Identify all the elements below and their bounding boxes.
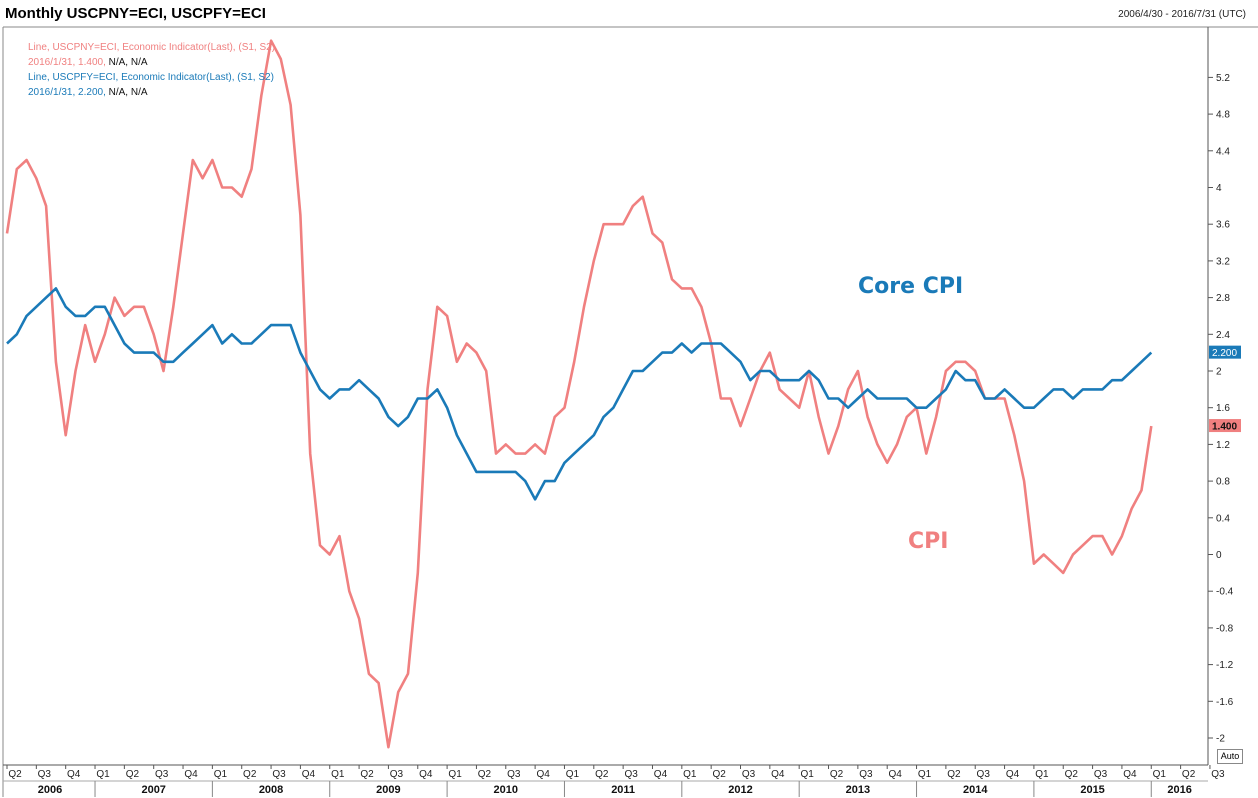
- year-label: 2009: [376, 784, 400, 796]
- quarter-label: Q4: [184, 769, 198, 780]
- series-line-core-cpi: [6, 287, 1153, 501]
- y-tick-label: 1.6: [1216, 403, 1230, 414]
- y-tick-label: 3.2: [1216, 256, 1230, 267]
- quarter-label: Q4: [1006, 769, 1020, 780]
- quarter-label: Q4: [302, 769, 316, 780]
- quarter-label: Q3: [390, 769, 404, 780]
- quarter-label: Q1: [683, 769, 697, 780]
- quarter-label: Q2: [712, 769, 726, 780]
- date-range: 2006/4/30 - 2016/7/31 (UTC): [1118, 9, 1246, 20]
- quarter-label: Q1: [801, 769, 815, 780]
- quarter-label: Q2: [595, 769, 609, 780]
- year-label: 2014: [963, 784, 988, 796]
- quarter-label: Q2: [1065, 769, 1079, 780]
- quarter-label: Q4: [654, 769, 668, 780]
- year-label: 2008: [259, 784, 283, 796]
- auto-scale-button[interactable]: Auto: [1217, 749, 1243, 764]
- year-label: 2016: [1167, 784, 1191, 796]
- quarter-label: Q1: [96, 769, 110, 780]
- legend-core-line: Line, USCPFY=ECI, Economic Indicator(Las…: [28, 72, 274, 83]
- y-tick-label: 3.6: [1216, 220, 1230, 231]
- quarter-label: Q1: [1153, 769, 1167, 780]
- quarter-label: Q3: [1094, 769, 1108, 780]
- quarter-label: Q2: [947, 769, 961, 780]
- year-label: 2010: [494, 784, 518, 796]
- y-tick-label: -2: [1216, 734, 1225, 745]
- series-layer: [5, 39, 1153, 749]
- y-tick-label: 4.8: [1216, 110, 1230, 121]
- legend-cpi-value: 2016/1/31, 1.400, N/A, N/A: [28, 57, 148, 68]
- last-value-badge: [1209, 345, 1241, 359]
- last-value-text: 1.400: [1212, 422, 1237, 433]
- x-axis: Q2 Q3 Q4 Q1 Q2 Q3 Q4 Q1 Q2 Q3 Q4 Q1 Q2 Q3 Q4 Q1 Q2 Q3 Q4 Q1…: [6, 765, 1225, 797]
- y-tick-label: 5.2: [1216, 73, 1230, 84]
- quarter-label: Q1: [566, 769, 580, 780]
- year-label: 2012: [728, 784, 752, 796]
- quarter-label: Q2: [1182, 769, 1196, 780]
- quarter-label: Q3: [155, 769, 169, 780]
- quarter-label: Q2: [243, 769, 257, 780]
- quarter-label: Q3: [977, 769, 991, 780]
- quarter-label: Q3: [742, 769, 756, 780]
- year-label: 2015: [1080, 784, 1104, 796]
- quarter-label: Q2: [478, 769, 492, 780]
- quarter-label: Q3: [1211, 769, 1225, 780]
- quarter-label: Q4: [536, 769, 550, 780]
- quarter-label: Q1: [1035, 769, 1049, 780]
- quarter-label: Q1: [331, 769, 345, 780]
- y-axis: -2 -1.6 -1.2 -0.8 -0.4 0 0.4 0.8 1.2 1.6 2 2.4 2.8 3.…: [1208, 73, 1234, 745]
- quarter-label: Q2: [360, 769, 374, 780]
- annotation-core-cpi: Core CPI: [858, 274, 963, 299]
- y-tick-label: -1.2: [1216, 660, 1234, 671]
- quarter-label: Q1: [448, 769, 462, 780]
- y-tick-label: 4: [1216, 183, 1222, 194]
- y-tick-label: 2: [1216, 367, 1222, 378]
- last-value-badge: [1209, 419, 1241, 433]
- y-tick-label: -1.6: [1216, 697, 1234, 708]
- quarter-label: Q3: [507, 769, 521, 780]
- y-tick-label: 4.4: [1216, 146, 1230, 157]
- last-value-text: 2.200: [1212, 348, 1237, 359]
- chart-title: Monthly USCPNY=ECI, USCPFY=ECI: [5, 5, 266, 22]
- quarter-label: Q3: [624, 769, 638, 780]
- y-tick-label: 2.8: [1216, 293, 1230, 304]
- y-tick-label: 2.4: [1216, 330, 1230, 341]
- legend: Line, USCPNY=ECI, Economic Indicator(Las…: [28, 42, 275, 98]
- year-label: 2007: [141, 784, 165, 796]
- y-tick-label: 0.8: [1216, 477, 1230, 488]
- y-tick-label: -0.8: [1216, 623, 1234, 634]
- quarter-label: Q3: [38, 769, 52, 780]
- quarter-label: Q3: [272, 769, 286, 780]
- last-value-badges: 1.400 2.200: [1209, 345, 1241, 433]
- legend-cpi-line: Line, USCPNY=ECI, Economic Indicator(Las…: [28, 42, 275, 53]
- y-tick-label: -0.4: [1216, 587, 1234, 598]
- quarter-label: Q4: [889, 769, 903, 780]
- quarter-label: Q1: [214, 769, 228, 780]
- series-line-cpi: [5, 39, 1153, 749]
- year-label: 2006: [38, 784, 62, 796]
- y-tick-label: 1.2: [1216, 440, 1230, 451]
- y-tick-label: 0.4: [1216, 513, 1230, 524]
- quarter-label: Q4: [1123, 769, 1137, 780]
- annotation-cpi: CPI: [908, 529, 948, 554]
- y-tick-label: 0: [1216, 550, 1222, 561]
- quarter-label: Q1: [918, 769, 932, 780]
- quarter-label: Q4: [419, 769, 433, 780]
- quarter-label: Q3: [859, 769, 873, 780]
- quarter-label: Q2: [8, 769, 22, 780]
- year-label: 2011: [611, 784, 635, 796]
- quarter-label: Q4: [771, 769, 785, 780]
- quarter-label: Q2: [126, 769, 140, 780]
- quarter-label: Q2: [830, 769, 844, 780]
- quarter-label: Q4: [67, 769, 81, 780]
- legend-core-value: 2016/1/31, 2.200, N/A, N/A: [28, 87, 148, 98]
- year-label: 2013: [846, 784, 870, 796]
